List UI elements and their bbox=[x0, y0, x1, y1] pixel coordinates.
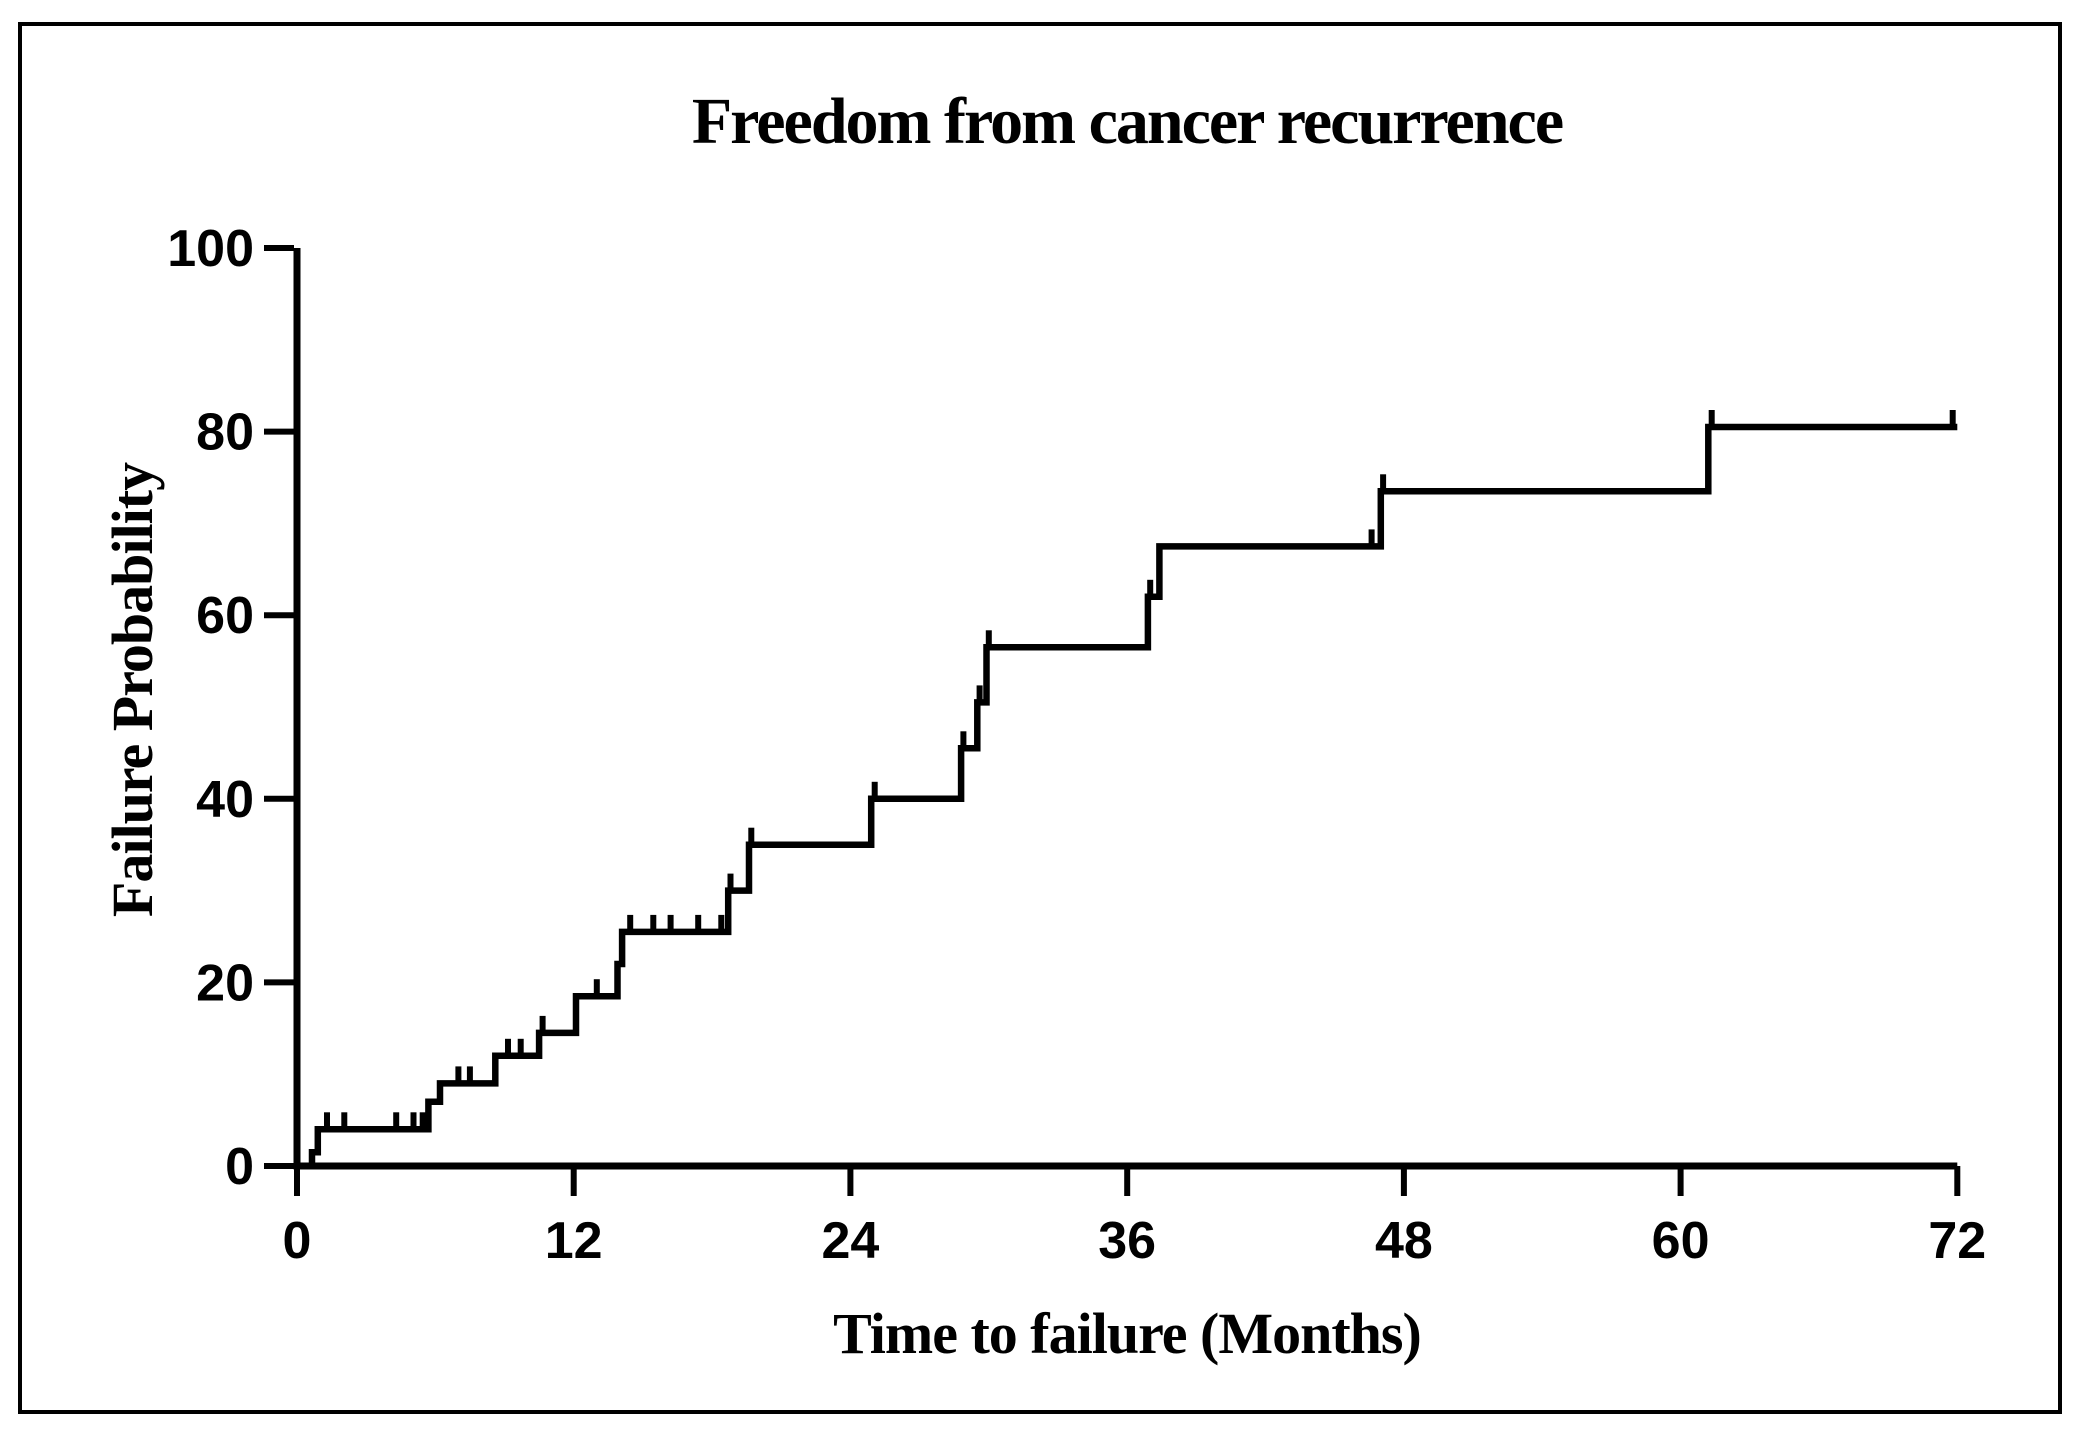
x-tick-label: 36 bbox=[1098, 1212, 1156, 1270]
chart-title: Freedom from cancer recurrence bbox=[691, 85, 1564, 158]
y-tick-label: 100 bbox=[167, 220, 254, 278]
x-tick-label: 72 bbox=[1928, 1212, 1986, 1270]
x-tick-label: 12 bbox=[545, 1212, 603, 1270]
km-step-curve bbox=[297, 423, 1958, 1170]
x-tick-label: 60 bbox=[1652, 1212, 1710, 1270]
y-axis-title: Failure Probability bbox=[100, 462, 165, 918]
x-tick-label: 48 bbox=[1375, 1212, 1433, 1270]
y-tick-label: 20 bbox=[196, 954, 254, 1012]
x-axis-title: Time to failure (Months) bbox=[833, 1301, 1422, 1366]
x-tick-label: 0 bbox=[283, 1212, 312, 1270]
figure-border bbox=[18, 22, 2062, 1414]
y-tick-label: 80 bbox=[196, 404, 254, 462]
x-tick-label: 24 bbox=[821, 1212, 879, 1270]
y-tick-label: 60 bbox=[196, 587, 254, 645]
y-tick-label: 40 bbox=[196, 771, 254, 829]
y-tick-label: 0 bbox=[225, 1138, 254, 1196]
